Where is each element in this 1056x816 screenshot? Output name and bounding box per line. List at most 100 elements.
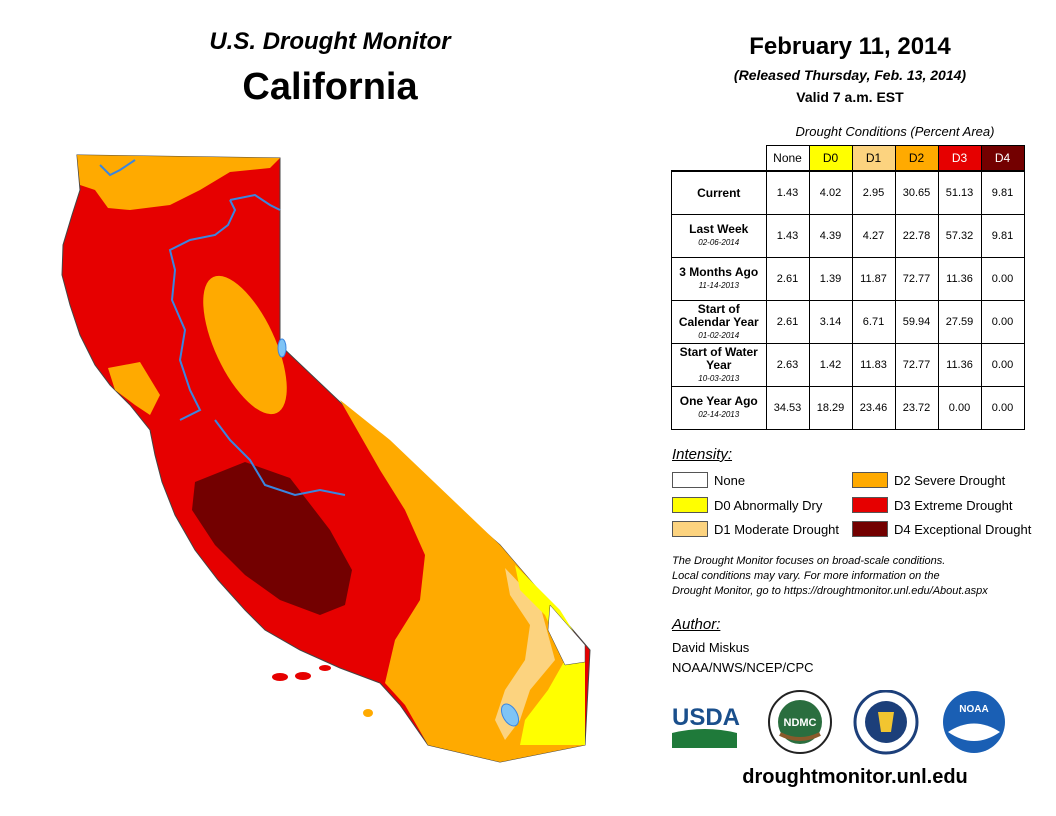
table-row: Current 1.43 4.02 2.95 30.65 51.13 9.81 xyxy=(671,170,1025,215)
island xyxy=(272,673,288,681)
legend-swatch xyxy=(672,521,708,537)
row-label: Current xyxy=(671,170,767,215)
row-label: 3 Months Ago 11-14-2013 xyxy=(671,257,767,301)
author-name: David Miskus xyxy=(672,640,750,655)
table-cell: 72.77 xyxy=(894,343,939,387)
table-cell: 1.43 xyxy=(765,170,810,215)
island xyxy=(363,709,373,717)
d0-east xyxy=(515,565,585,745)
d2-north xyxy=(77,155,280,210)
table-cell: 4.02 xyxy=(808,170,853,215)
legend-label: D2 Severe Drought xyxy=(894,472,1006,488)
row-label: One Year Ago 02-14-2013 xyxy=(671,386,767,430)
river xyxy=(168,199,237,421)
legend-label: D0 Abnormally Dry xyxy=(714,497,823,513)
map-title: U.S. Drought Monitor xyxy=(209,28,451,55)
d2-valley xyxy=(203,275,287,415)
col-d2: D2 xyxy=(894,145,939,172)
table-cell: 22.78 xyxy=(894,214,939,258)
table-cell: 9.81 xyxy=(980,170,1025,215)
table-header-row: None D0 D1 D2 D3 D4 xyxy=(672,145,1025,172)
col-d0: D0 xyxy=(808,145,853,172)
table-cell: 2.61 xyxy=(765,300,810,344)
drought-conditions-table: None D0 D1 D2 D3 D4 Current 1.43 4.02 2.… xyxy=(671,145,1025,430)
table-row: 3 Months Ago 11-14-2013 2.61 1.39 11.87 7… xyxy=(671,257,1025,301)
legend-item-d1: D1 Moderate Drought xyxy=(672,521,839,537)
usda-logo: USDA xyxy=(672,704,740,748)
legend-swatch xyxy=(852,472,888,488)
table-cell: 0.00 xyxy=(937,386,982,430)
table-cell: 23.46 xyxy=(851,386,896,430)
d4-core xyxy=(192,462,352,615)
table-cell: 23.72 xyxy=(894,386,939,430)
table-cell: 11.36 xyxy=(937,257,982,301)
legend-swatch xyxy=(672,472,708,488)
d2-coast xyxy=(108,362,160,415)
table-cell: 1.39 xyxy=(808,257,853,301)
legend-item-none: None xyxy=(672,472,745,488)
table-cell: 2.61 xyxy=(765,257,810,301)
table-cell: 11.87 xyxy=(851,257,896,301)
table-cell: 0.00 xyxy=(980,386,1025,430)
island xyxy=(295,672,311,680)
table-cell: 0.00 xyxy=(980,300,1025,344)
none-patch xyxy=(547,604,586,666)
table-corner xyxy=(672,146,767,172)
california-drought-map xyxy=(61,154,591,763)
table-cell: 4.39 xyxy=(808,214,853,258)
table-row: One Year Ago 02-14-2013 34.53 18.29 23.46… xyxy=(671,386,1025,430)
table-cell: 27.59 xyxy=(937,300,982,344)
note-line: The Drought Monitor focuses on broad-sca… xyxy=(672,555,946,567)
disclaimer-note: The Drought Monitor focuses on broad-sca… xyxy=(672,554,1042,599)
lake-tahoe xyxy=(277,338,287,358)
col-d4: D4 xyxy=(980,145,1025,172)
table-cell: 57.32 xyxy=(937,214,982,258)
river xyxy=(214,419,346,497)
table-cell: 1.42 xyxy=(808,343,853,387)
salton-sea xyxy=(500,703,520,727)
legend-label: None xyxy=(714,472,746,488)
release-date: (Released Thursday, Feb. 13, 2014) xyxy=(733,67,967,83)
legend-item-d2: D2 Severe Drought xyxy=(852,472,1005,488)
legend-swatch xyxy=(672,497,708,513)
table-cell: 11.83 xyxy=(851,343,896,387)
table-cell: 34.53 xyxy=(765,386,810,430)
legend-swatch xyxy=(852,497,888,513)
row-label: Last Week 02-06-2014 xyxy=(671,214,767,258)
table-cell: 2.95 xyxy=(851,170,896,215)
table-cell: 0.00 xyxy=(980,343,1025,387)
legend-label: D3 Extreme Drought xyxy=(894,497,1013,513)
table-cell: 11.36 xyxy=(937,343,982,387)
legend-title: Intensity: xyxy=(672,446,733,463)
river xyxy=(229,193,281,211)
ndmc-logo-text: NDMC xyxy=(784,717,817,729)
legend-label: D1 Moderate Drought xyxy=(714,521,840,537)
author-org: NOAA/NWS/NCEP/CPC xyxy=(672,660,814,675)
table-row: Start of Calendar Year 01-02-2014 2.61 3.… xyxy=(671,300,1025,344)
river xyxy=(99,159,136,177)
legend-item-d0: D0 Abnormally Dry xyxy=(672,497,822,513)
row-label: Start of Water Year 10-03-2013 xyxy=(671,343,767,387)
table-cell: 59.94 xyxy=(894,300,939,344)
note-line: Drought Monitor, go to https://droughtmo… xyxy=(672,585,988,597)
partner-logos: USDA NDMC NOAA xyxy=(672,690,1005,755)
legend-item-d4: D4 Exceptional Drought xyxy=(852,521,1031,537)
legend-item-d3: D3 Extreme Drought xyxy=(852,497,1013,513)
table-cell: 4.27 xyxy=(851,214,896,258)
map-date: February 11, 2014 xyxy=(749,33,951,60)
legend-swatch xyxy=(852,521,888,537)
col-d3: D3 xyxy=(937,145,982,172)
island xyxy=(319,665,331,671)
table-cell: 6.71 xyxy=(851,300,896,344)
table-cell: 51.13 xyxy=(937,170,982,215)
col-none: None xyxy=(765,145,810,172)
table-cell: 9.81 xyxy=(980,214,1025,258)
table-title: Drought Conditions (Percent Area) xyxy=(795,124,995,139)
table-cell: 72.77 xyxy=(894,257,939,301)
footer-url[interactable]: droughtmonitor.unl.edu xyxy=(742,766,968,788)
author-title: Author: xyxy=(672,616,721,633)
table-cell: 2.63 xyxy=(765,343,810,387)
table-cell: 0.00 xyxy=(980,257,1025,301)
noaa-logo: NOAA xyxy=(943,691,1005,753)
author-block: David Miskus NOAA/NWS/NCEP/CPC xyxy=(672,638,814,678)
